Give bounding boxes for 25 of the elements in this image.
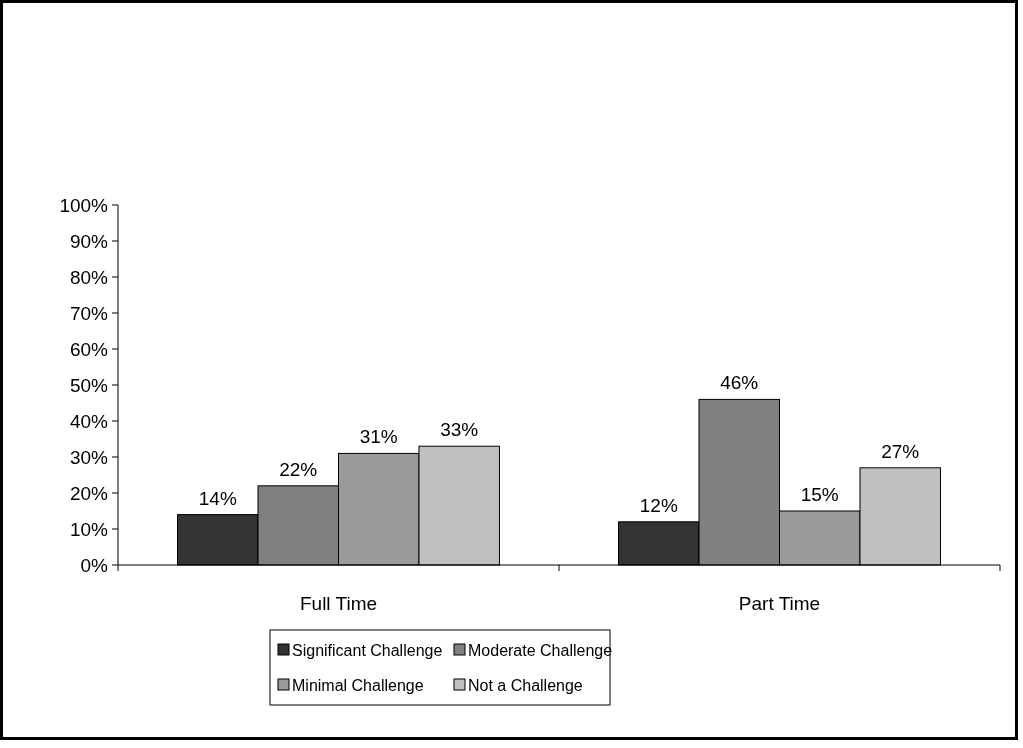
y-tick-label: 100% (59, 194, 109, 216)
y-tick-label: 10% (69, 518, 109, 540)
y-tick-label: 70% (69, 302, 109, 324)
y-tick-label: 60% (69, 338, 109, 360)
text: 22% (279, 458, 318, 480)
text: 15% (800, 484, 839, 505)
y-tick-label: 80% (69, 266, 109, 288)
text: 31% (359, 426, 398, 448)
x-tick-label: Full Time (299, 593, 378, 614)
y-tick-label: 50% (69, 374, 109, 396)
legend-label: Significant Challenge (292, 641, 443, 659)
y-tick-label: 20% (69, 482, 109, 504)
y-tick-label: 0% (80, 554, 109, 576)
text: 12% (639, 494, 678, 516)
legend-label: Not a Challenge (468, 676, 583, 694)
text: 27% (881, 440, 920, 462)
text: 33% (440, 419, 479, 441)
x-tick-label: Part Time (738, 593, 821, 614)
y-tick-label: 30% (69, 446, 109, 468)
text: 46% (720, 372, 759, 394)
y-tick-label: 90% (69, 230, 109, 252)
legend-label: Moderate Challenge (468, 641, 613, 659)
legend-label: Minimal Challenge (292, 676, 424, 694)
y-tick-label: 40% (69, 410, 109, 432)
text: 14% (198, 487, 237, 509)
